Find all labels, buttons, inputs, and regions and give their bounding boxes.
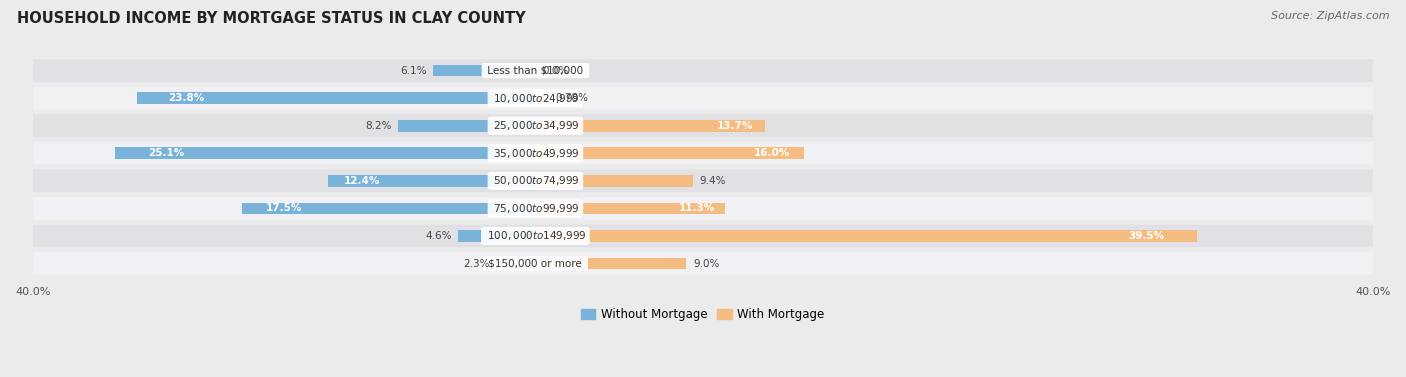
Bar xyxy=(458,230,536,242)
FancyBboxPatch shape xyxy=(24,59,1382,82)
Bar xyxy=(536,202,724,214)
FancyBboxPatch shape xyxy=(24,115,1382,137)
FancyBboxPatch shape xyxy=(24,197,1382,220)
Bar xyxy=(328,175,536,187)
Text: 9.0%: 9.0% xyxy=(693,259,720,268)
Bar xyxy=(536,147,804,159)
Bar xyxy=(136,92,536,104)
Bar xyxy=(242,202,536,214)
Text: 6.1%: 6.1% xyxy=(399,66,426,76)
Legend: Without Mortgage, With Mortgage: Without Mortgage, With Mortgage xyxy=(576,303,830,326)
FancyBboxPatch shape xyxy=(24,142,1382,165)
Text: 4.6%: 4.6% xyxy=(425,231,451,241)
Text: $150,000 or more: $150,000 or more xyxy=(485,259,585,268)
Text: 0.0%: 0.0% xyxy=(543,66,568,76)
Text: 17.5%: 17.5% xyxy=(266,204,302,213)
FancyBboxPatch shape xyxy=(24,252,1382,275)
Bar xyxy=(496,258,536,269)
Text: 9.4%: 9.4% xyxy=(700,176,725,186)
Text: 16.0%: 16.0% xyxy=(754,148,790,158)
Text: $35,000 to $49,999: $35,000 to $49,999 xyxy=(491,147,581,160)
Bar xyxy=(536,175,693,187)
Text: $100,000 to $149,999: $100,000 to $149,999 xyxy=(484,230,588,242)
Bar xyxy=(536,92,548,104)
Text: $75,000 to $99,999: $75,000 to $99,999 xyxy=(491,202,581,215)
Text: HOUSEHOLD INCOME BY MORTGAGE STATUS IN CLAY COUNTY: HOUSEHOLD INCOME BY MORTGAGE STATUS IN C… xyxy=(17,11,526,26)
FancyBboxPatch shape xyxy=(24,225,1382,247)
Text: $10,000 to $24,999: $10,000 to $24,999 xyxy=(491,92,581,105)
Text: 8.2%: 8.2% xyxy=(364,121,391,131)
Text: Less than $10,000: Less than $10,000 xyxy=(484,66,586,76)
Text: 2.3%: 2.3% xyxy=(464,259,491,268)
Text: 39.5%: 39.5% xyxy=(1128,231,1164,241)
Text: Source: ZipAtlas.com: Source: ZipAtlas.com xyxy=(1271,11,1389,21)
Bar xyxy=(433,65,536,77)
Text: 13.7%: 13.7% xyxy=(717,121,754,131)
Bar xyxy=(536,230,1198,242)
Text: 0.78%: 0.78% xyxy=(555,93,588,103)
Text: 25.1%: 25.1% xyxy=(149,148,184,158)
Text: 12.4%: 12.4% xyxy=(344,176,381,186)
Bar xyxy=(398,120,536,132)
Bar xyxy=(115,147,536,159)
Text: 11.3%: 11.3% xyxy=(679,204,716,213)
Text: 23.8%: 23.8% xyxy=(169,93,205,103)
Bar xyxy=(536,258,686,269)
Bar xyxy=(536,120,765,132)
Text: $25,000 to $34,999: $25,000 to $34,999 xyxy=(491,119,581,132)
FancyBboxPatch shape xyxy=(24,87,1382,109)
Text: $50,000 to $74,999: $50,000 to $74,999 xyxy=(491,174,581,187)
FancyBboxPatch shape xyxy=(24,170,1382,192)
